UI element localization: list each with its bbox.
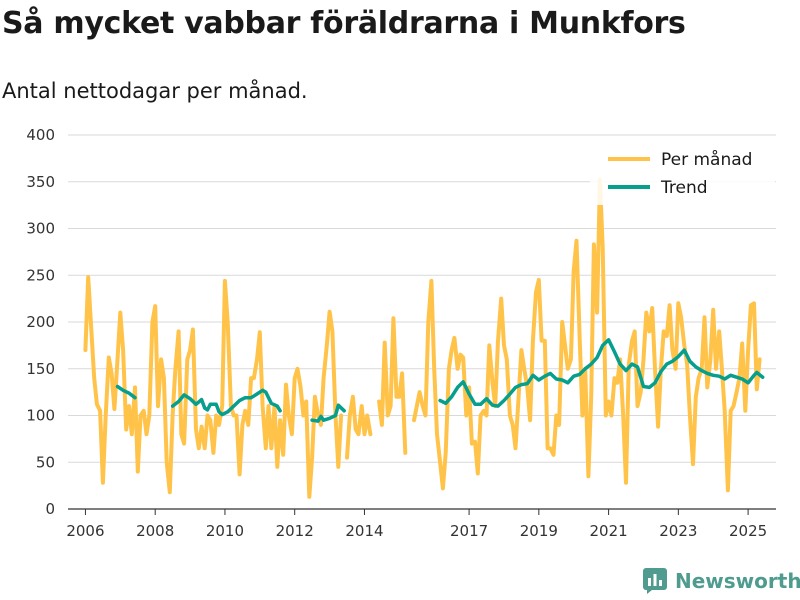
series-trend-segment-1 [170,388,282,417]
x-tick-label-2017: 2017 [450,522,488,540]
legend-background [590,143,775,205]
series-per-manad-segment-3 [412,177,762,493]
y-axis-ticks: 0 50 100 150 200 250 300 350 400 [26,126,55,518]
newsworthy-logo-icon [643,568,667,594]
series-trend-segment-3 [438,338,765,408]
y-tick-label-0: 0 [45,500,55,518]
chart-title: Så mycket vabbar föräldrarna i Munkfors [2,6,686,41]
legend-label-trend: Trend [660,178,708,198]
chart-subtitle: Antal nettodagar per månad. [2,79,308,103]
brand-name: Newsworthy [675,569,800,593]
x-tick-label-2019: 2019 [520,522,558,540]
series-per-manad-segment-2 [377,316,408,455]
series-per-manad-segment-1 [345,394,373,460]
series-trend-segment-0 [115,384,137,400]
y-tick-label-150: 150 [26,360,55,378]
y-tick-label-200: 200 [26,313,55,331]
series-per-manad-segment-0 [83,275,344,499]
y-tick-label-250: 250 [26,266,55,284]
x-tick-label-2021: 2021 [589,522,627,540]
x-tick-label-2023: 2023 [659,522,697,540]
series-lines [83,177,765,499]
x-tick-label-2012: 2012 [276,522,314,540]
y-tick-label-50: 50 [36,453,55,471]
x-tick-label-2025: 2025 [729,522,767,540]
x-tick-label-2006: 2006 [66,522,104,540]
y-tick-label-350: 350 [26,173,55,191]
y-tick-label-100: 100 [26,407,55,425]
y-tick-label-300: 300 [26,220,55,238]
newsworthy-brand: Newsworthy [643,568,800,594]
x-axis-ticks: 2006 2008 2010 2012 2014 2017 2019 2021 2023 2025 [66,509,767,540]
y-tick-label-400: 400 [26,126,55,144]
x-tick-label-2008: 2008 [136,522,174,540]
legend-label-per-manad: Per månad [661,149,752,170]
series-trend-segment-2 [310,403,346,423]
x-tick-label-2010: 2010 [206,522,244,540]
x-tick-label-2014: 2014 [345,522,383,540]
legend: Per månad Trend [590,143,775,205]
